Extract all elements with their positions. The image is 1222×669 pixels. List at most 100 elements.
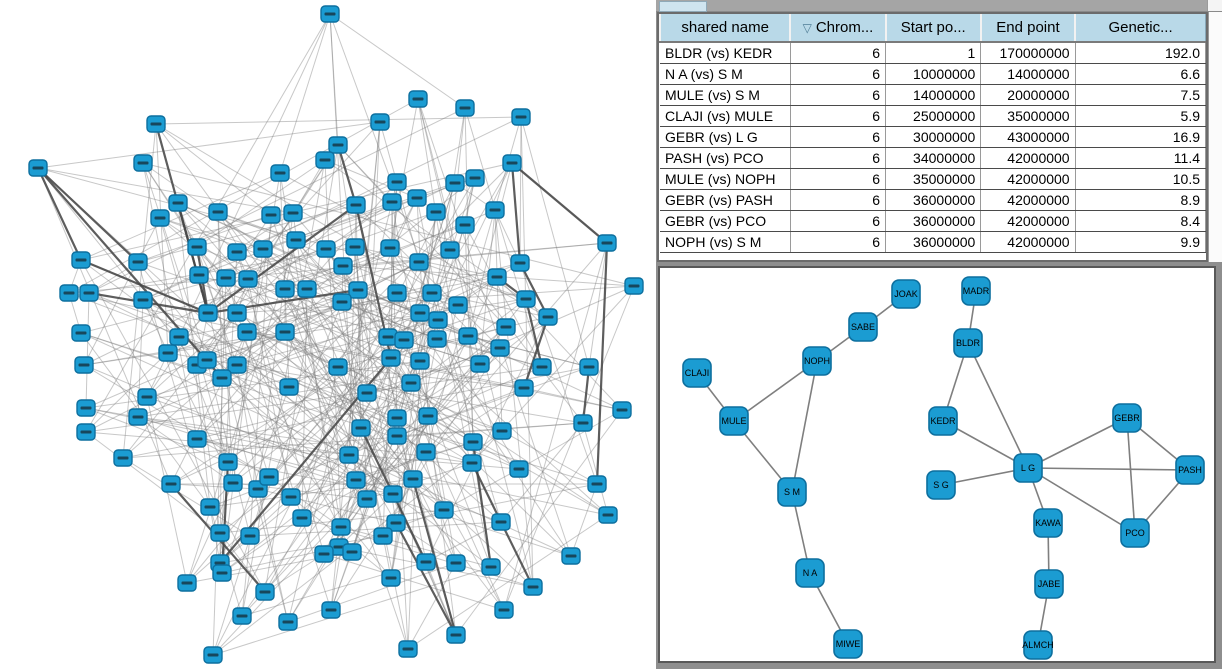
network-node[interactable] — [597, 234, 617, 252]
network-node[interactable] — [511, 108, 531, 126]
network-node[interactable] — [177, 574, 197, 592]
network-node[interactable] — [382, 193, 402, 211]
network-node[interactable] — [381, 349, 401, 367]
network-node[interactable] — [462, 454, 482, 472]
network-node-PCO[interactable]: PCO — [1120, 518, 1150, 548]
network-node[interactable] — [76, 423, 96, 441]
network-node[interactable] — [523, 578, 543, 596]
network-node-shape[interactable] — [1120, 518, 1150, 548]
column-header-3[interactable]: End point — [979, 14, 1076, 43]
network-node[interactable] — [446, 554, 466, 572]
network-node[interactable] — [292, 509, 312, 527]
network-node-PASH[interactable]: PASH — [1175, 455, 1205, 485]
network-node[interactable] — [378, 328, 398, 346]
table-scrollbar[interactable] — [1208, 12, 1222, 262]
network-node[interactable] — [418, 407, 438, 425]
network-node[interactable] — [463, 433, 483, 451]
network-node[interactable] — [345, 238, 365, 256]
network-node[interactable] — [348, 281, 368, 299]
network-node[interactable] — [612, 401, 632, 419]
network-node[interactable] — [203, 646, 223, 664]
network-node[interactable] — [409, 253, 429, 271]
network-node-ALMCH[interactable]: ALMCH — [1022, 630, 1054, 660]
network-node[interactable] — [216, 269, 236, 287]
network-node[interactable] — [218, 453, 238, 471]
table-row[interactable]: N A (vs) S M 6 10000000 14000000 6.6 — [660, 63, 1207, 85]
network-node[interactable] — [410, 304, 430, 322]
network-node[interactable] — [237, 323, 257, 341]
table-row[interactable]: BLDR (vs) KEDR 6 1 170000000 192.0 — [660, 42, 1207, 64]
network-node[interactable] — [408, 90, 428, 108]
network-node[interactable] — [161, 475, 181, 493]
network-node[interactable] — [561, 547, 581, 565]
table-row[interactable]: NOPH (vs) S M 6 36000000 42000000 9.9 — [660, 231, 1207, 253]
network-node-shape[interactable] — [777, 477, 807, 507]
network-node[interactable] — [485, 201, 505, 219]
network-node[interactable] — [416, 443, 436, 461]
network-node[interactable] — [150, 209, 170, 227]
network-node[interactable] — [427, 330, 447, 348]
network-node[interactable] — [346, 196, 366, 214]
network-node[interactable] — [255, 583, 275, 601]
network-node[interactable] — [76, 399, 96, 417]
table-row[interactable]: PASH (vs) PCO 6 34000000 42000000 11.4 — [660, 147, 1207, 169]
network-node-BLDR[interactable]: BLDR — [953, 328, 983, 358]
network-node[interactable] — [401, 374, 421, 392]
network-node[interactable] — [514, 379, 534, 397]
network-node[interactable] — [380, 239, 400, 257]
network-node[interactable] — [587, 475, 607, 493]
network-node[interactable] — [223, 474, 243, 492]
network-node[interactable] — [373, 527, 393, 545]
network-node[interactable] — [198, 304, 218, 322]
network-node[interactable] — [407, 189, 427, 207]
network-node-SABE[interactable]: SABE — [848, 312, 878, 342]
network-node[interactable] — [278, 613, 298, 631]
network-node[interactable] — [240, 527, 260, 545]
network-node[interactable] — [232, 607, 252, 625]
network-node-shape[interactable] — [1033, 508, 1063, 538]
network-node[interactable] — [227, 304, 247, 322]
network-node[interactable] — [487, 268, 507, 286]
network-node[interactable] — [74, 356, 94, 374]
network-node[interactable] — [320, 5, 340, 23]
network-node[interactable] — [502, 154, 522, 172]
table-row[interactable]: GEBR (vs) PASH 6 36000000 42000000 8.9 — [660, 189, 1207, 211]
network-node[interactable] — [187, 238, 207, 256]
network-node[interactable] — [394, 331, 414, 349]
network-node[interactable] — [270, 164, 290, 182]
column-header-2[interactable]: Start po... — [884, 14, 982, 43]
network-node[interactable] — [458, 327, 478, 345]
network-node[interactable] — [210, 524, 230, 542]
network-node[interactable] — [168, 194, 188, 212]
column-header-0[interactable]: shared name — [658, 14, 791, 43]
network-node[interactable] — [281, 488, 301, 506]
network-node[interactable] — [490, 339, 510, 357]
network-node[interactable] — [470, 355, 490, 373]
network-node[interactable] — [491, 513, 511, 531]
network-node-shape[interactable] — [926, 470, 956, 500]
network-node[interactable] — [316, 240, 336, 258]
network-node[interactable] — [187, 430, 207, 448]
network-node[interactable] — [259, 468, 279, 486]
filter-funnel-icon[interactable]: ▽ — [802, 21, 812, 35]
network-node[interactable] — [28, 159, 48, 177]
network-node[interactable] — [279, 378, 299, 396]
network-node[interactable] — [455, 99, 475, 117]
network-node[interactable] — [387, 427, 407, 445]
network-node[interactable] — [275, 323, 295, 341]
network-node[interactable] — [516, 290, 536, 308]
network-node-shape[interactable] — [1034, 569, 1064, 599]
network-node-S M[interactable]: S M — [777, 477, 807, 507]
network-node[interactable] — [573, 414, 593, 432]
network-node-shape[interactable] — [891, 279, 921, 309]
network-node[interactable] — [416, 553, 436, 571]
network-node[interactable] — [227, 243, 247, 261]
network-node[interactable] — [128, 253, 148, 271]
network-node[interactable] — [448, 296, 468, 314]
large-network-canvas[interactable] — [0, 0, 656, 669]
network-node-shape[interactable] — [928, 406, 958, 436]
network-node-GEBR[interactable]: GEBR — [1112, 403, 1142, 433]
network-node[interactable] — [422, 284, 442, 302]
small-network-panel[interactable]: JOAK MADR SABE BLDR NOPH CLAJI MULE KEDR GEBR L G… — [658, 266, 1216, 663]
network-node-S G[interactable]: S G — [926, 470, 956, 500]
